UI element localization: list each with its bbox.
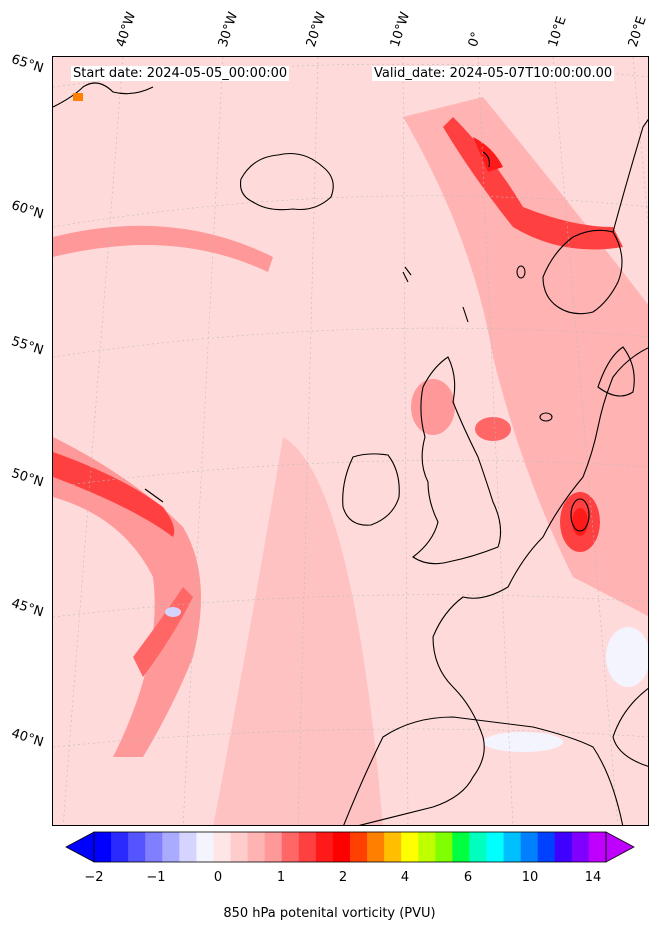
- lat-label-55: 55°N: [9, 334, 46, 359]
- colorbar-segment: [247, 832, 266, 862]
- lon-label-0: 0°: [465, 30, 485, 49]
- coastlines: [53, 82, 648, 825]
- lon-label-30w: 30°W: [215, 10, 242, 49]
- colorbar-segment: [162, 832, 180, 862]
- lat-label-60: 60°N: [9, 198, 46, 223]
- colorbar-segment: [213, 832, 232, 862]
- pv-field-map: [53, 57, 648, 825]
- lon-label-40w: 40°W: [113, 10, 140, 49]
- colorbar-segment: [111, 832, 129, 862]
- colorbar-under-arrow: [65, 831, 95, 863]
- colorbar-segment: [230, 832, 249, 862]
- colorbar-segment: [554, 832, 573, 862]
- lon-label-20w: 20°W: [303, 10, 330, 49]
- pv-negative-atlantic: [165, 607, 181, 617]
- lat-label-65: 65°N: [9, 52, 46, 77]
- colorbar-tick: −2: [84, 870, 104, 885]
- colorbar-segment: [486, 832, 505, 862]
- colorbar-label: 850 hPa potenital vorticity (PVU): [223, 906, 436, 921]
- colorbar-segment: [418, 832, 436, 862]
- colorbar-segment: [401, 832, 419, 862]
- colorbar-tick: 0: [213, 870, 223, 885]
- colorbar-segment: [281, 832, 300, 862]
- lat-label-50: 50°N: [9, 466, 46, 491]
- pv-high-greenland: [73, 93, 83, 101]
- colorbar-segment: [384, 832, 402, 862]
- colorbar-segment: [571, 832, 590, 862]
- colorbar-tick: 4: [400, 870, 410, 885]
- colorbar-tick: −1: [146, 870, 166, 885]
- colorbar-segment: [94, 832, 112, 862]
- colorbar-tick: 1: [276, 870, 286, 885]
- start-date: Start date: 2024-05-05_00:00:00: [71, 66, 290, 81]
- colorbar-segment: [298, 832, 317, 862]
- colorbar-segment: [435, 832, 453, 862]
- colorbar-over-arrow: [605, 831, 635, 863]
- colorbar-segment: [179, 832, 197, 862]
- pv-negative-alps: [606, 627, 648, 687]
- pv-max-northsea: [475, 417, 511, 441]
- colorbar-segment: [332, 832, 351, 862]
- pv-core-east: [572, 508, 588, 536]
- map-panel: [52, 56, 649, 826]
- pv-max-north: [473, 137, 503, 172]
- lon-label-10w: 10°W: [387, 10, 414, 49]
- pv-max-scotland: [411, 379, 455, 435]
- colorbar-segment: [537, 832, 556, 862]
- colorbar-segment: [588, 832, 607, 862]
- colorbar-segment: [315, 832, 334, 862]
- colorbar-segment: [367, 832, 385, 862]
- colorbar-segment: [503, 832, 522, 862]
- colorbar-segment: [520, 832, 539, 862]
- lon-label-10e: 10°E: [545, 14, 570, 50]
- colorbar-segment: [469, 832, 488, 862]
- colorbar-border: [93, 831, 607, 863]
- colorbar-tick: 14: [584, 870, 602, 885]
- colorbar-tick: 2: [338, 870, 348, 885]
- colorbar-segment: [196, 832, 214, 862]
- colorbar: [65, 831, 635, 863]
- valid-date: Valid_date: 2024-05-07T10:00:00.00: [372, 66, 615, 81]
- colorbar-tick: 6: [463, 870, 473, 885]
- pv-negative-spain: [483, 732, 563, 752]
- graticule: [53, 57, 648, 825]
- lat-label-40: 40°N: [9, 726, 46, 751]
- lat-label-45: 45°N: [9, 596, 46, 621]
- pv-filament-norway: [443, 117, 623, 250]
- lon-label-20e: 20°E: [625, 14, 650, 50]
- pv-band-iceland-south: [53, 225, 273, 272]
- colorbar-segment: [350, 832, 368, 862]
- pv-band-central: [213, 437, 383, 825]
- colorbar-segment: [128, 832, 146, 862]
- pv-filament-west: [53, 452, 175, 537]
- colorbar-segment: [452, 832, 470, 862]
- colorbar-tick: 10: [521, 870, 539, 885]
- colorbar-segment: [264, 832, 283, 862]
- colorbar-segment: [145, 832, 163, 862]
